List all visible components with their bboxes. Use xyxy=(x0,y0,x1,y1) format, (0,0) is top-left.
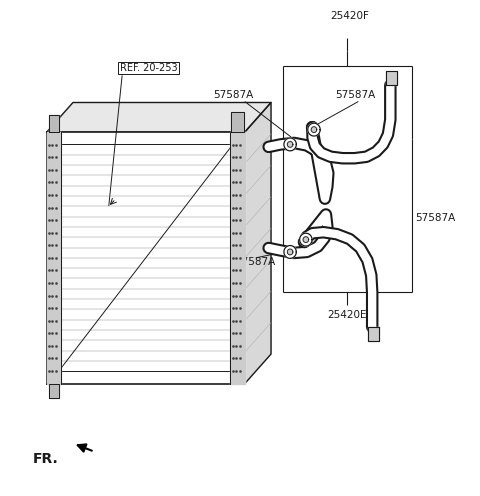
Polygon shape xyxy=(230,132,245,383)
Polygon shape xyxy=(47,132,61,383)
Polygon shape xyxy=(368,327,379,341)
Polygon shape xyxy=(284,246,296,258)
Polygon shape xyxy=(288,249,293,255)
Polygon shape xyxy=(288,141,293,147)
Text: 57587A: 57587A xyxy=(416,213,456,223)
Polygon shape xyxy=(303,237,309,243)
Text: 25420F: 25420F xyxy=(330,11,369,21)
Text: REF. 20-253: REF. 20-253 xyxy=(120,63,178,73)
Polygon shape xyxy=(231,113,244,132)
Polygon shape xyxy=(49,383,59,398)
Text: 25420E: 25420E xyxy=(328,310,367,319)
Polygon shape xyxy=(245,103,271,383)
Polygon shape xyxy=(47,103,271,132)
Polygon shape xyxy=(300,233,312,246)
Polygon shape xyxy=(386,71,397,85)
Polygon shape xyxy=(49,115,59,132)
Polygon shape xyxy=(284,138,296,151)
Text: FR.: FR. xyxy=(33,452,58,466)
Text: 57587A: 57587A xyxy=(336,90,376,100)
Text: 57587A: 57587A xyxy=(236,257,276,267)
Polygon shape xyxy=(308,123,320,136)
Polygon shape xyxy=(47,132,245,383)
Text: 57587A: 57587A xyxy=(214,90,254,100)
Polygon shape xyxy=(311,127,317,132)
